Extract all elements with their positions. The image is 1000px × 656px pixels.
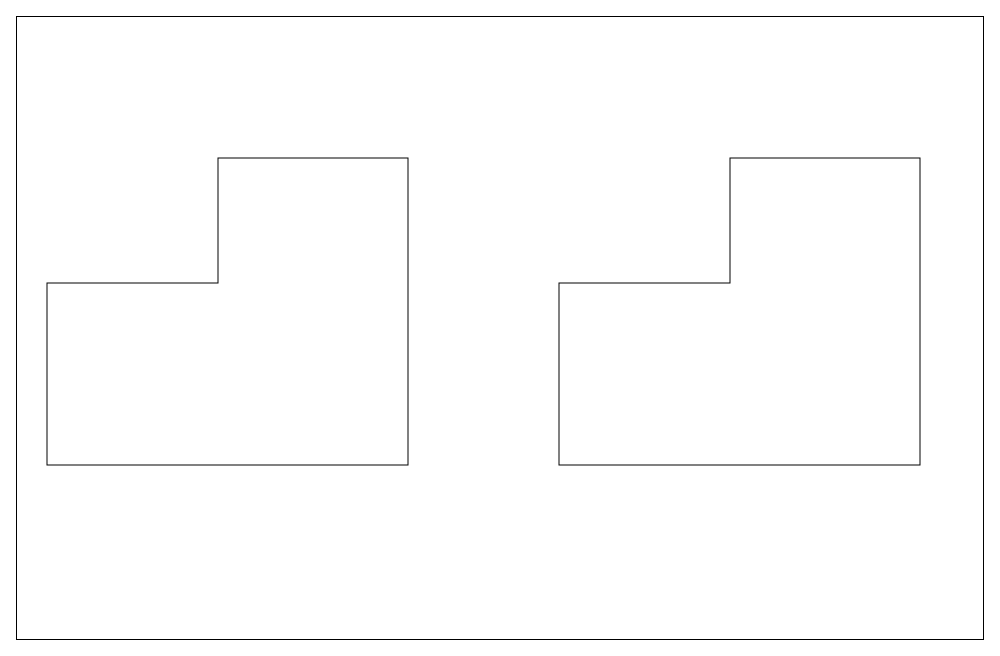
right-l-shape: [0, 0, 1000, 656]
right-l-polygon: [559, 158, 920, 465]
